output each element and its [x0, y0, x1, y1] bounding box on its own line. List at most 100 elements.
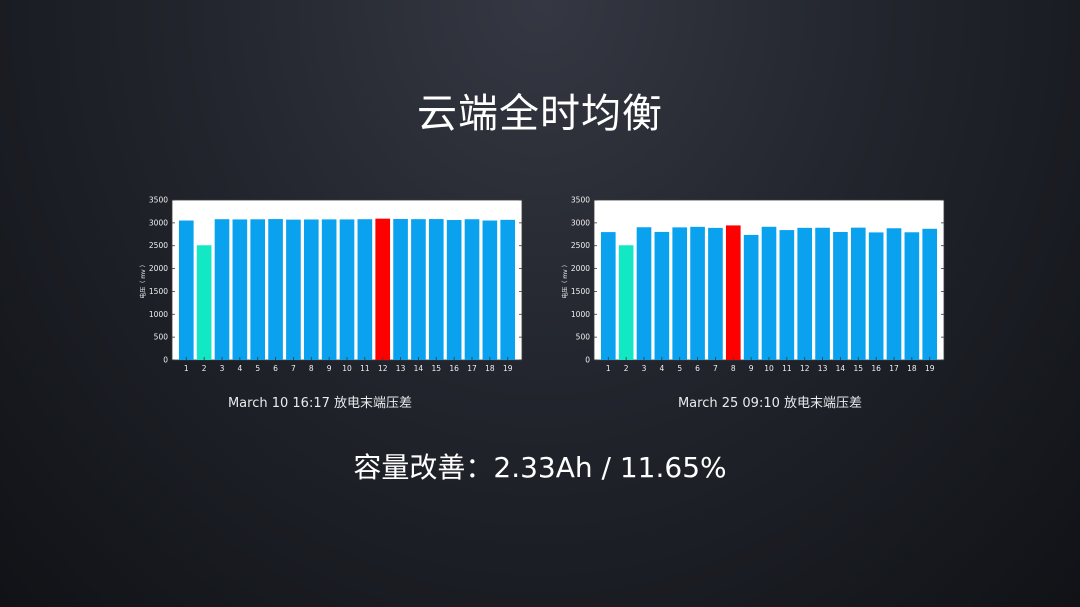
bar [815, 227, 830, 360]
y-axis-label: 电压（ mv ） [561, 261, 569, 298]
bar [743, 234, 759, 360]
bar-value-label: 2870 [923, 222, 937, 228]
y-tick-label: 2000 [571, 264, 590, 273]
x-tick-label: 6 [273, 364, 278, 373]
bar-value-label: 3075 [340, 213, 354, 219]
x-tick-label: 13 [396, 364, 406, 373]
bar [904, 232, 920, 360]
y-tick-label: 1000 [571, 310, 590, 319]
bar-value-label: 2890 [708, 221, 722, 227]
x-tick-label: 1 [184, 364, 189, 373]
bar-value-label: 3081 [411, 213, 425, 219]
x-tick-label: 3 [642, 364, 647, 373]
x-tick-label: 11 [782, 364, 792, 373]
x-tick-label: 5 [255, 364, 260, 373]
bar [232, 219, 248, 360]
chart-left: 0 500 1000 1500 2000 2500 3000 3500 电压（ mv ） 3051… [135, 190, 525, 375]
bar-value-label: 3074 [304, 213, 318, 219]
bar-value-label: 2944 [726, 219, 740, 225]
bar [797, 227, 813, 360]
bar-value-label: 2882 [887, 222, 901, 228]
bar-value-label: 2913 [691, 220, 705, 226]
bar [779, 230, 795, 360]
x-tick-label: 1 [606, 364, 611, 373]
bar-value-label: 3092 [376, 212, 390, 218]
x-tick-label: 2 [202, 364, 207, 373]
x-tick-label: 7 [713, 364, 718, 373]
bar-value-label: 3051 [179, 214, 193, 220]
x-tick-label: 19 [503, 364, 513, 373]
x-tick-label: 14 [414, 364, 424, 373]
bar [833, 232, 848, 360]
bar [303, 219, 319, 360]
y-tick-label: 3000 [149, 218, 168, 227]
bar-value-label: 3079 [465, 213, 479, 219]
x-tick-label: 19 [925, 364, 935, 373]
bar [411, 219, 426, 360]
bar [357, 219, 373, 360]
chart-left-caption: March 10 16:17 放电末端压差 [227, 396, 413, 411]
bar-value-label: 3084 [394, 213, 408, 219]
bar [375, 218, 391, 360]
x-tick-label: 6 [695, 364, 700, 373]
bar [196, 245, 212, 360]
bar-value-label: 3076 [322, 213, 336, 219]
x-tick-label: 15 [432, 364, 442, 373]
bar [446, 220, 462, 360]
bar-value-label: 3083 [429, 213, 443, 219]
bar-value-label: 2891 [798, 221, 812, 227]
bar [339, 219, 355, 360]
y-tick-label: 3000 [571, 218, 590, 227]
x-tick-label: 18 [485, 364, 495, 373]
x-tick-label: 18 [907, 364, 917, 373]
bar-value-label: 3062 [447, 214, 461, 220]
bar [725, 225, 741, 360]
bar-value-label: 2914 [762, 220, 776, 226]
y-tick-label: 3500 [571, 196, 590, 205]
bar-value-label: 2893 [816, 221, 830, 227]
bar [482, 220, 498, 360]
y-tick-label: 1500 [149, 287, 168, 296]
bar [428, 219, 444, 360]
x-tick-label: 8 [309, 364, 314, 373]
x-tick-label: 16 [449, 364, 459, 373]
bar-value-label: 3078 [251, 213, 265, 219]
x-tick-label: 9 [749, 364, 754, 373]
x-tick-label: 12 [378, 364, 388, 373]
bar [618, 245, 634, 360]
x-tick-label: 7 [291, 364, 296, 373]
y-tick-label: 500 [576, 333, 591, 342]
bar-value-label: 3080 [215, 213, 229, 219]
x-tick-label: 14 [836, 364, 846, 373]
y-tick-label: 0 [585, 356, 590, 365]
bar-value-label: 2791 [869, 226, 883, 232]
bar [636, 227, 652, 360]
x-tick-label: 9 [327, 364, 332, 373]
x-tick-label: 16 [871, 364, 881, 373]
bar-value-label: 2901 [673, 221, 687, 227]
bar [250, 219, 266, 360]
bar-value-label: 2895 [851, 221, 865, 227]
y-tick-label: 1500 [571, 287, 590, 296]
x-tick-label: 2 [624, 364, 629, 373]
bar [922, 228, 938, 360]
bar-value-label: 2798 [601, 226, 615, 232]
bar [321, 219, 337, 360]
x-tick-label: 10 [342, 364, 352, 373]
x-tick-label: 17 [889, 364, 899, 373]
x-tick-label: 10 [764, 364, 774, 373]
bar [654, 231, 670, 360]
bar-value-label: 2802 [655, 225, 669, 231]
x-tick-label: 13 [818, 364, 828, 373]
bar-value-label: 3051 [483, 214, 497, 220]
x-tick-label: 3 [220, 364, 225, 373]
y-tick-label: 2000 [149, 264, 168, 273]
chart-right: 0 500 1000 1500 2000 2500 3000 3500 电压（ mv ） 2798… [557, 190, 947, 375]
capacity-improvement: 容量改善：2.33Ah / 11.65% [353, 451, 727, 484]
bar [600, 232, 616, 360]
bar [500, 219, 516, 360]
bar [268, 219, 283, 360]
bar [286, 219, 301, 360]
bar-value-label: 2736 [744, 228, 758, 234]
